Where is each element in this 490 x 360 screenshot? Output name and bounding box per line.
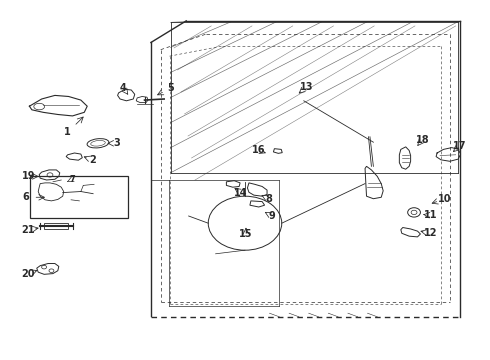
Text: 2: 2 [90, 155, 97, 165]
Text: 18: 18 [416, 135, 429, 145]
Text: 10: 10 [438, 194, 452, 204]
Text: 13: 13 [299, 82, 313, 92]
Text: 6: 6 [22, 192, 29, 202]
Text: 17: 17 [453, 141, 466, 151]
Text: 14: 14 [234, 188, 248, 198]
Text: 1: 1 [64, 127, 71, 138]
Text: 9: 9 [269, 211, 275, 221]
Text: 7: 7 [70, 175, 75, 184]
Text: 3: 3 [113, 138, 120, 148]
Text: 20: 20 [22, 269, 35, 279]
Text: 4: 4 [120, 83, 127, 93]
Text: 19: 19 [22, 171, 35, 181]
Text: 5: 5 [167, 83, 174, 93]
Bar [30, 176, 128, 218]
Text: 8: 8 [265, 194, 272, 204]
Text: 12: 12 [423, 228, 437, 238]
Text: 11: 11 [423, 210, 437, 220]
Text: 16: 16 [252, 145, 266, 156]
Text: 21: 21 [22, 225, 35, 235]
Text: 15: 15 [239, 229, 253, 239]
Bar [44, 223, 68, 229]
